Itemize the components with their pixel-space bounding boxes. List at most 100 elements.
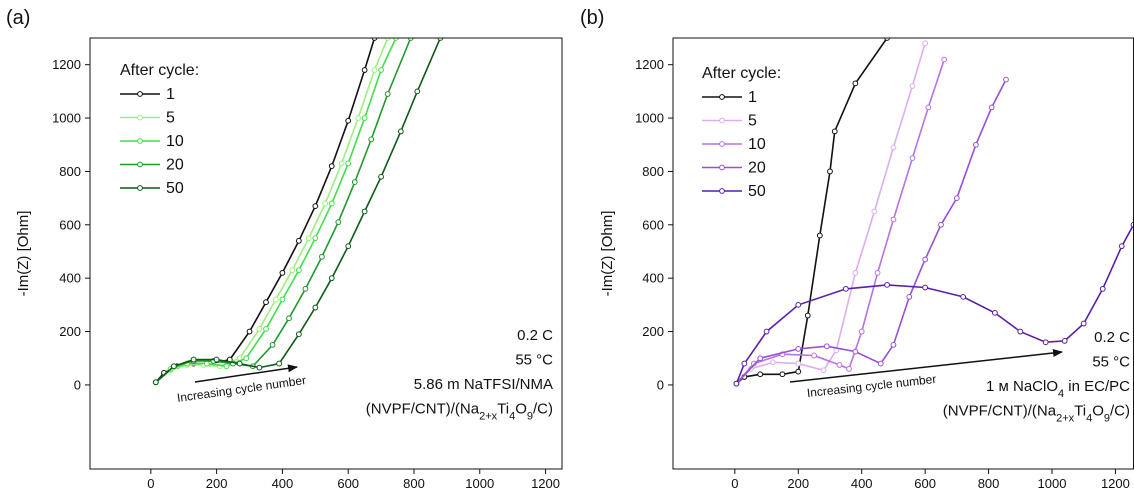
data-point [328, 275, 335, 282]
data-point [335, 219, 342, 226]
data-point [953, 195, 960, 202]
data-point [407, 38, 414, 41]
annotation: (NVPF/CNT)/(Na2+xTi4O9/C) [943, 403, 1130, 425]
data-point [371, 67, 378, 73]
legend-label: 10 [166, 133, 184, 150]
annotation: 0.2 C [1094, 329, 1130, 346]
axes-frame [672, 37, 1134, 470]
data-point [925, 104, 932, 111]
data-point [757, 355, 764, 362]
data-point [972, 141, 979, 148]
data-point [414, 88, 421, 95]
annotation-part: 0.2 C [1094, 329, 1130, 346]
data-point [384, 91, 391, 97]
annotation-part: 0.2 C [517, 327, 553, 344]
data-point [909, 155, 916, 161]
data-point [371, 38, 378, 41]
data-point [286, 315, 292, 322]
series-line [155, 38, 442, 383]
legend-marker [137, 91, 143, 97]
annotation: 55 °C [515, 352, 553, 369]
data-point [437, 38, 444, 41]
data-point [874, 269, 881, 276]
legend-marker [719, 117, 725, 124]
data-point [960, 293, 967, 300]
axes-frame [89, 37, 563, 470]
legend-marker [137, 161, 143, 168]
x-tick-label: 800 [978, 476, 1000, 491]
series-line [155, 38, 412, 383]
data-point [1099, 285, 1106, 292]
data-point [170, 363, 177, 370]
data-point [397, 128, 404, 135]
data-point [836, 362, 843, 368]
legend-title: After cycle: [702, 65, 781, 82]
annotation-part: in EC/PC [1064, 378, 1130, 395]
x-tick-label: 1200 [1101, 476, 1130, 491]
data-point [757, 371, 764, 378]
data-point [795, 360, 802, 367]
y-tick-label: 400 [59, 271, 81, 286]
y-tick-label: 1000 [52, 111, 81, 126]
x-tick-label: 1000 [465, 476, 494, 491]
data-point [236, 360, 243, 367]
annotation-part: 2+x [479, 411, 498, 423]
data-point [318, 253, 325, 260]
data-point [852, 348, 859, 355]
legend-label: 1 [748, 89, 757, 106]
data-point [345, 117, 352, 124]
data-point [922, 40, 929, 47]
data-point [312, 235, 319, 242]
legend-title: After cycle: [120, 62, 199, 79]
data-point [392, 38, 399, 41]
data-point [741, 360, 748, 367]
data-point [992, 309, 998, 316]
data-point [938, 221, 944, 228]
legend-marker [719, 164, 725, 171]
data-point [361, 115, 368, 121]
data-point [941, 56, 948, 63]
data-point [279, 296, 286, 303]
data-point [852, 269, 859, 276]
annotation-part: Ti [1074, 403, 1086, 420]
data-point [795, 346, 802, 352]
data-point [305, 235, 312, 242]
y-tick-label: 600 [642, 217, 664, 232]
data-point [295, 237, 302, 244]
data-point [338, 160, 345, 167]
arrow-label: Increasing cycle number [176, 373, 307, 405]
data-point [279, 269, 286, 276]
legend-marker [719, 141, 725, 147]
legend-label: 50 [166, 180, 184, 197]
annotation-part: 55 °C [1092, 354, 1130, 371]
legend-label: 10 [748, 136, 766, 153]
y-tick-label: 800 [59, 164, 81, 179]
x-tick-label: 800 [403, 476, 425, 491]
data-point [213, 356, 220, 363]
data-point [795, 301, 802, 308]
y-tick-label: 1200 [635, 57, 664, 72]
annotation-part: 2+x [1056, 413, 1075, 425]
annotation-part: 4 [1058, 388, 1064, 400]
x-tick-label: 400 [851, 476, 873, 491]
data-point [884, 38, 890, 41]
annotation-part: 4 [509, 411, 515, 423]
y-tick-label: 400 [642, 271, 664, 286]
annotation-part: /C) [1110, 403, 1130, 420]
legend-label: 5 [166, 110, 175, 127]
y-axis-label: -Im(Z) [Ohm] [599, 211, 616, 297]
data-point [351, 179, 358, 186]
data-point [345, 243, 352, 250]
data-point [312, 304, 319, 311]
annotation-part: Ti [497, 401, 509, 418]
legend-label: 1 [166, 86, 175, 103]
data-point [1042, 339, 1049, 346]
data-point [368, 136, 375, 143]
annotation-part: 9 [1104, 413, 1110, 425]
data-point [1003, 76, 1009, 83]
annotation-part: 4 [1086, 413, 1092, 425]
data-point [831, 128, 838, 135]
data-point [272, 296, 279, 303]
